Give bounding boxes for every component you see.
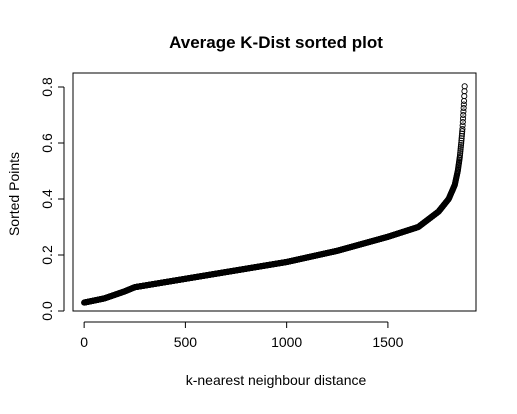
data-point bbox=[457, 141, 465, 149]
plot-frame bbox=[72, 72, 477, 312]
data-point bbox=[460, 104, 467, 112]
data-point bbox=[461, 93, 468, 100]
data-point bbox=[458, 139, 465, 147]
y-tick-label: 0.4 bbox=[39, 189, 55, 209]
x-axis-label: k-nearest neighbour distance bbox=[186, 372, 367, 388]
data-point bbox=[456, 151, 464, 159]
x-tick-label: 0 bbox=[80, 334, 88, 350]
data-point bbox=[459, 128, 466, 135]
data-point bbox=[456, 153, 463, 161]
x-tick-label: 1000 bbox=[271, 334, 302, 350]
y-tick-label: 0.2 bbox=[39, 245, 55, 265]
data-point bbox=[461, 88, 468, 95]
data-point bbox=[459, 122, 466, 129]
data-point bbox=[457, 149, 464, 157]
data-point bbox=[460, 101, 467, 108]
x-axis: 0 500 1000 1500 bbox=[80, 321, 404, 350]
data-point bbox=[458, 135, 465, 142]
data-point bbox=[457, 143, 464, 151]
data-point bbox=[458, 137, 465, 144]
data-point bbox=[460, 97, 468, 105]
data-point bbox=[458, 132, 465, 140]
y-tick-label: 0.0 bbox=[39, 301, 55, 321]
data-point bbox=[460, 108, 467, 115]
data-point bbox=[461, 83, 468, 90]
y-axis: 0.0 0.2 0.4 0.6 0.8 bbox=[39, 77, 65, 321]
y-tick-label: 0.8 bbox=[39, 77, 55, 97]
data-point bbox=[457, 145, 464, 153]
y-axis-label: Sorted Points bbox=[6, 152, 22, 236]
data-point bbox=[459, 125, 466, 133]
data-points bbox=[81, 83, 468, 306]
data-point bbox=[459, 118, 466, 126]
data-point bbox=[458, 130, 466, 137]
data-point bbox=[459, 115, 467, 122]
x-tick-label: 1500 bbox=[372, 334, 403, 350]
x-tick-label: 500 bbox=[174, 334, 198, 350]
data-point bbox=[457, 147, 464, 155]
data-point bbox=[460, 111, 467, 119]
y-tick-label: 0.6 bbox=[39, 133, 55, 153]
chart-title: Average K-Dist sorted plot bbox=[169, 33, 383, 52]
